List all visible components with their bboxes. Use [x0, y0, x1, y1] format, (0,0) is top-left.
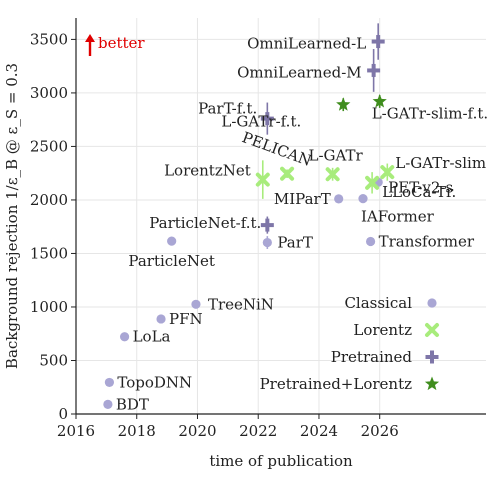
point-particlenet [167, 236, 177, 246]
y-tick-label: 1000 [30, 298, 68, 316]
y-tick-label: 0 [58, 405, 68, 423]
point-l-gatr-slim-f-t- [372, 94, 387, 108]
x-tick-label: 2022 [239, 422, 277, 440]
grid [75, 18, 486, 415]
point-part-f-t- [260, 112, 274, 126]
y-tick-label: 500 [39, 351, 68, 369]
axes: 2016 2018 2020 2022 2024 2026 0 500 1000 1500 2000… [30, 18, 486, 440]
point-omnilearned-l [371, 35, 385, 49]
point-l-gatr-slim [380, 165, 395, 180]
label-omnilearned-l: OmniLearned-L [247, 35, 366, 53]
label-pelican: PELICAN [240, 128, 314, 170]
data-points [103, 23, 395, 409]
y-tick-label: 1500 [30, 244, 68, 262]
point-l-gatr-f-t- [336, 97, 351, 111]
legend-marker [424, 376, 440, 391]
point-l-gatr [325, 167, 340, 182]
label-particlenet: ParticleNet [128, 252, 214, 270]
point-pelican [280, 166, 295, 181]
legend-marker [425, 350, 439, 364]
point-omnilearned-m [367, 63, 381, 77]
legend-label: Classical [344, 294, 412, 312]
point-mipart [334, 194, 344, 204]
x-axis-label: time of publication [209, 452, 353, 470]
label-l-gatr-slim: L-GATr-slim [395, 154, 486, 172]
better-label: better [98, 34, 145, 52]
label-lloca-tr-: LLoCa-Tr. [382, 183, 456, 201]
legend-label: Lorentz [353, 321, 412, 339]
point-pfn [156, 314, 166, 324]
x-tick-label: 2016 [57, 422, 95, 440]
label-particlenet-f-t-: ParticleNet-f.t. [149, 214, 261, 232]
label-part-f-t-: ParT-f.t. [198, 100, 257, 118]
point-topodnn [104, 377, 115, 388]
x-tick-label: 2026 [361, 422, 399, 440]
legend-label: Pretrained [331, 348, 413, 366]
label-treenin: TreeNiN [208, 295, 274, 313]
point-iaformer [358, 194, 368, 204]
point-treenin [191, 299, 201, 309]
legend-marker [425, 323, 439, 337]
label-l-gatr: L-GATr [309, 146, 364, 164]
y-tick-label: 2500 [30, 137, 68, 155]
point-transformer [365, 236, 376, 247]
legend: Classical Lorentz Pretrained Pretrained+Lor… [260, 294, 440, 393]
point-part [262, 237, 272, 248]
y-tick-label: 2000 [30, 191, 68, 209]
label-pfn: PFN [169, 310, 203, 328]
point-lorentznet [255, 172, 270, 187]
label-part: ParT [277, 234, 313, 252]
x-tick-label: 2020 [178, 422, 216, 440]
label-transformer: Transformer [379, 232, 475, 250]
label-pet-v2-s: PET-v2-s [388, 178, 453, 196]
legend-marker [427, 298, 437, 308]
x-tick-label: 2024 [300, 422, 338, 440]
label-lorentznet: LorentzNet [164, 162, 251, 180]
better-arrow-head [85, 34, 95, 42]
point-lloca-tr- [365, 175, 380, 190]
y-tick-label: 3000 [30, 84, 68, 102]
label-bdt: BDT [116, 395, 149, 413]
label-lola: LoLa [133, 328, 171, 346]
x-tick-label: 2018 [118, 422, 156, 440]
point-particlenet-f-t- [260, 218, 274, 232]
label-l-gatr-f-t-: L-GATr-f.t. [221, 113, 301, 131]
annotation: better [85, 34, 145, 56]
label-mipart: MIParT [274, 190, 331, 208]
y-axis-label: Background rejection 1/ε_B @ ε_S = 0.3 [3, 63, 21, 369]
legend-label: Pretrained+Lorentz [260, 375, 413, 393]
y-tick-label: 3500 [30, 30, 68, 48]
label-l-gatr-slim-f-t-: L-GATr-slim-f.t. [372, 104, 488, 122]
label-topodnn: TopoDNN [117, 373, 192, 391]
point-lola [119, 332, 130, 342]
point-bdt [103, 399, 113, 409]
label-iaformer: IAFormer [361, 208, 435, 226]
label-omnilearned-m: OmniLearned-M [237, 63, 362, 81]
